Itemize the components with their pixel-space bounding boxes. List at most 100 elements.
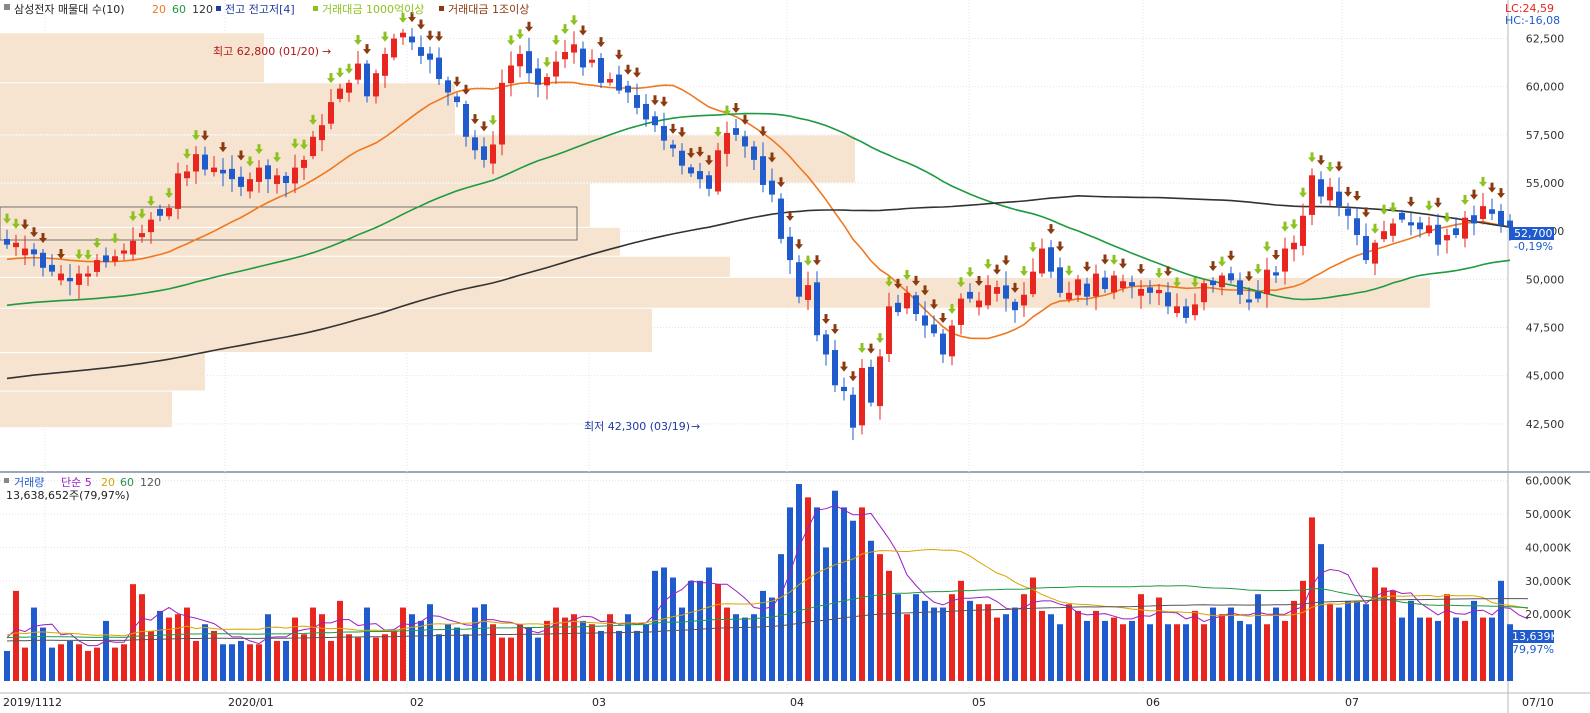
buy-arrow-icon (84, 249, 92, 260)
candle-down (796, 262, 802, 297)
candle-up (1300, 215, 1306, 246)
candle-up (1390, 223, 1396, 236)
candle-up (562, 52, 568, 60)
candle-up (85, 273, 91, 277)
time-ticks: 2019/11 12 2020/01 02 03 04 05 06 07 (3, 696, 1359, 709)
volume-bar (1048, 614, 1054, 681)
candle-up (310, 136, 316, 157)
volume-profile-band (0, 83, 455, 135)
volume-bar (625, 614, 631, 681)
sell-arrow-icon (921, 285, 929, 296)
volume-ma120-line (6, 597, 1529, 642)
volume-bar (1165, 624, 1171, 681)
volume-bar (1507, 624, 1513, 681)
buy-arrow-icon (1479, 176, 1487, 187)
candle-up (355, 63, 361, 80)
candle-up (193, 154, 199, 172)
sell-arrow-icon (30, 227, 38, 238)
volume-bar (598, 630, 604, 681)
volume-bar (994, 617, 1000, 681)
candle-down (436, 57, 442, 79)
candle-up (949, 325, 955, 357)
sell-arrow-icon (867, 343, 875, 354)
volume-bar (1309, 517, 1315, 681)
volume-bar (67, 640, 73, 681)
buy-arrow-icon (1155, 268, 1163, 279)
sell-arrow-icon (597, 37, 605, 48)
volume-bar (643, 624, 649, 681)
volume-bar (220, 644, 226, 681)
candle-down (427, 53, 433, 60)
low-annotation-arrow: → (691, 420, 700, 433)
volume-ticks: 20,000K 30,000K 40,000K 50,000K 60,000K (1525, 475, 1571, 622)
volume-bar (841, 507, 847, 681)
buy-arrow-icon (309, 114, 317, 125)
candle-up (1120, 281, 1126, 289)
candle-up (904, 292, 910, 309)
volume-bar (616, 630, 622, 681)
volume-bar (1426, 617, 1432, 681)
current-price-value: 52,700 (1514, 227, 1553, 240)
volume-bar (544, 620, 550, 681)
candle-up (589, 59, 595, 63)
candle-down (778, 198, 784, 239)
candle-down (1498, 210, 1504, 226)
candle-up (958, 298, 964, 325)
volume-bar (481, 604, 487, 681)
sell-arrow-icon (1407, 196, 1415, 207)
candle-down (1345, 208, 1351, 216)
volume-bar (40, 627, 46, 681)
time-tick-label: 02 (410, 696, 424, 709)
sell-arrow-icon (435, 31, 443, 42)
buy-arrow-icon (327, 73, 335, 84)
buy-arrow-icon (1389, 202, 1397, 213)
candle-down (1210, 280, 1216, 286)
ma60-line (6, 112, 1511, 307)
candle-up (256, 167, 262, 182)
volume-bar (688, 580, 694, 681)
volume-bar (562, 617, 568, 681)
sell-arrow-icon (237, 150, 245, 161)
buy-arrow-icon (381, 31, 389, 42)
sell-arrow-icon (930, 299, 938, 310)
sell-arrow-icon (462, 84, 470, 95)
buy-arrow-icon (876, 333, 884, 344)
price-tick-label: 60,000 (1526, 81, 1565, 94)
volume-bar (373, 637, 379, 681)
sell-arrow-icon (1056, 241, 1064, 252)
sell-arrow-icon (624, 64, 632, 75)
volume-bar (1066, 604, 1072, 681)
volume-bar (1075, 610, 1081, 681)
volume-bar (1228, 607, 1234, 681)
volume-bar (913, 594, 919, 681)
volume-bar (13, 590, 19, 681)
candle-down (409, 36, 415, 43)
volume-bar (715, 584, 721, 681)
candle-down (823, 334, 829, 355)
volume-bar (922, 600, 928, 681)
candle-down (841, 386, 847, 392)
candle-down (1318, 179, 1324, 197)
candle-up (13, 242, 19, 248)
buy-arrow-icon (1020, 266, 1028, 277)
volume-profile-band (0, 308, 652, 353)
price-tick-label: 57,500 (1526, 129, 1565, 142)
volume-bar (1030, 577, 1036, 681)
candle-down (1273, 272, 1279, 276)
candle-up (166, 208, 172, 217)
candle-down (751, 146, 757, 160)
volume-legend-title: 거래량 (14, 476, 44, 489)
sell-arrow-icon (759, 126, 767, 137)
sell-arrow-icon (471, 114, 479, 125)
volume-bar (652, 570, 658, 681)
buy-arrow-icon (1173, 277, 1181, 288)
candle-up (976, 300, 982, 308)
buy-arrow-icon (570, 15, 578, 26)
volume-bar (301, 634, 307, 681)
candles (4, 28, 1513, 441)
sell-arrow-icon (57, 249, 65, 260)
time-tick-label: 12 (48, 696, 62, 709)
volume-bar (1327, 604, 1333, 681)
sell-arrow-icon (1272, 249, 1280, 260)
volume-bar (193, 640, 199, 681)
